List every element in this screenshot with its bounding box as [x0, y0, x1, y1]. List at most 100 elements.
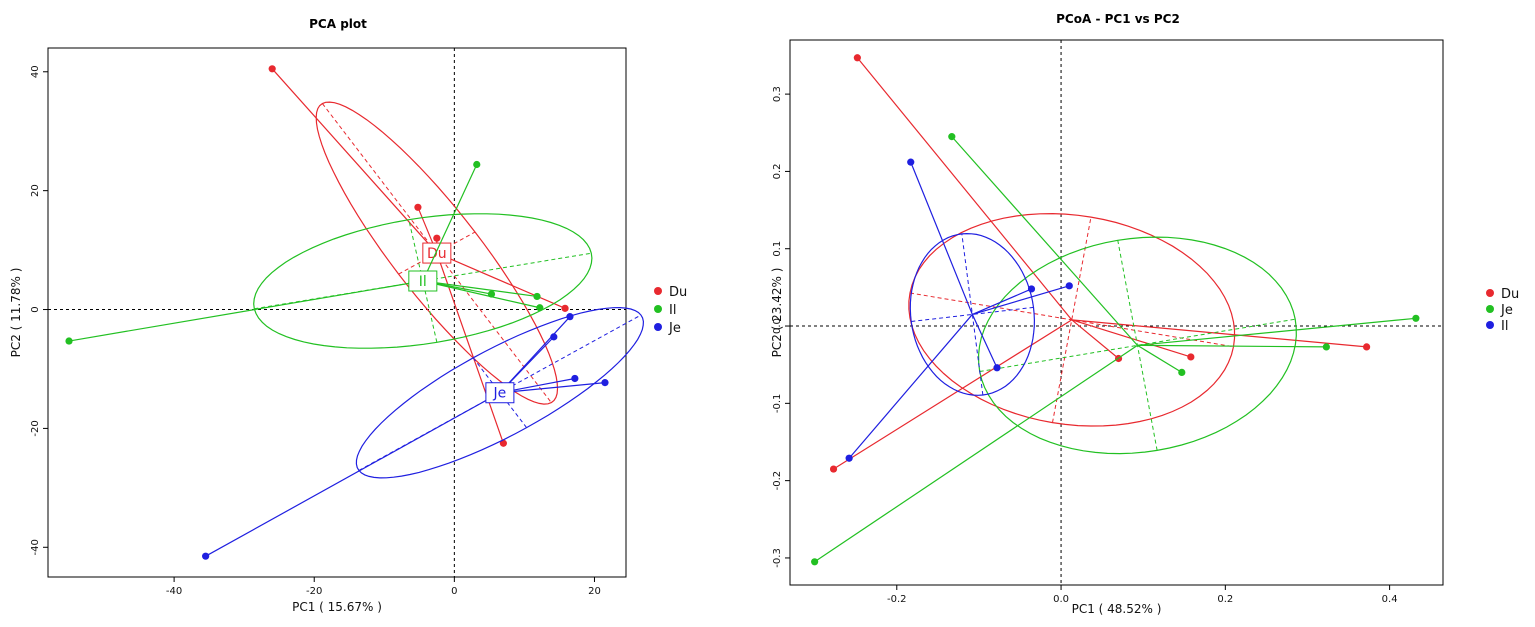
- series-du: Du: [268, 65, 569, 447]
- legend-label: Il: [669, 303, 676, 318]
- spoke-line: [972, 285, 1070, 316]
- x-axis-label: PC1 ( 48.52% ): [1072, 602, 1162, 616]
- spoke-line: [971, 314, 998, 369]
- legend-label: Du: [1501, 287, 1519, 302]
- confidence-ellipse: [253, 213, 593, 349]
- spoke-line: [499, 382, 606, 394]
- spoke-line: [910, 161, 973, 315]
- legend-marker: [1486, 289, 1494, 297]
- sample-point: [487, 290, 496, 298]
- y-tick-label: 0.2: [772, 163, 783, 179]
- spoke-line: [205, 392, 501, 557]
- spoke-line: [436, 252, 504, 444]
- series-je: Je: [202, 306, 645, 560]
- sample-point: [1412, 314, 1420, 322]
- legend-marker: [654, 323, 662, 331]
- plot-frame: [789, 39, 1444, 586]
- legend-label: Du: [669, 285, 687, 300]
- spoke-line: [1071, 319, 1367, 348]
- legend-marker: [654, 287, 662, 295]
- spoke-line: [499, 316, 571, 394]
- spoke-line: [972, 288, 1032, 315]
- x-tick-label: 0.2: [1217, 594, 1233, 605]
- chart-title: PCoA - PC1 vs PC2: [1056, 12, 1180, 26]
- spoke-line: [68, 280, 423, 342]
- centroid-label-box: [485, 382, 515, 404]
- spoke-line: [833, 319, 1073, 470]
- legend-marker: [1486, 305, 1494, 313]
- sample-point: [536, 304, 544, 312]
- centroid-label: Il: [419, 274, 427, 290]
- centroid-label: Je: [493, 386, 507, 402]
- spoke-line: [271, 68, 438, 254]
- series-je: [811, 133, 1420, 566]
- sample-point: [268, 65, 276, 73]
- sample-point: [845, 454, 853, 462]
- sample-point: [566, 313, 574, 321]
- y-axis-label: PC2 ( 23.42% ): [770, 268, 784, 358]
- pcoa-plot-panel: PCoA - PC1 vs PC2 -0.2 0.0 0.2 0.4 -0.3 -0.2 -0…: [770, 12, 1519, 616]
- x-tick-label: -0.2: [887, 594, 907, 605]
- sample-point: [601, 379, 609, 387]
- spoke-line: [436, 252, 566, 309]
- spoke-line: [1137, 317, 1416, 346]
- spoke-line: [422, 280, 540, 309]
- sample-point: [829, 465, 838, 473]
- sample-point: [1178, 368, 1186, 377]
- y-tick-label: 0.1: [772, 241, 783, 257]
- sample-point: [948, 133, 956, 141]
- y-tick-label: 40: [30, 65, 41, 78]
- centroid-label-box: [408, 270, 438, 292]
- sample-point: [811, 558, 819, 566]
- confidence-ellipse: [909, 232, 1036, 396]
- x-tick-label: 0.4: [1382, 594, 1398, 605]
- spoke-line: [856, 57, 1073, 321]
- series-du: [829, 54, 1371, 473]
- series-il: Il: [65, 160, 593, 349]
- sample-point: [533, 292, 541, 301]
- centroid-label-box: [422, 242, 452, 264]
- y-tick-label: -0.3: [772, 548, 783, 568]
- ellipse-axis-line: [961, 233, 984, 396]
- x-axis-label: PC1 ( 15.67% ): [292, 600, 382, 614]
- sample-point: [1322, 343, 1330, 351]
- spoke-line: [422, 280, 538, 298]
- sample-point: [414, 203, 422, 211]
- sample-point: [1065, 282, 1073, 290]
- sample-point: [433, 234, 441, 242]
- sample-point: [907, 158, 915, 166]
- pca-plot-panel: PCA plot -40 -20 0 20 -40 -20 0 20 40 PC1 ( 15.67%…: [9, 17, 687, 614]
- x-tick-label: 0: [451, 586, 457, 597]
- plot-frame: [47, 47, 627, 578]
- y-tick-label: 0.3: [772, 86, 783, 102]
- centroid-label: Du: [427, 246, 447, 262]
- y-tick-label: -0.1: [772, 394, 783, 414]
- y-tick-label: 20: [30, 184, 41, 197]
- y-tick-label: -40: [30, 539, 41, 555]
- spoke-line: [1137, 344, 1327, 348]
- y-axis-label: PC2 ( 11.78% ): [9, 268, 23, 358]
- sample-point: [561, 304, 569, 312]
- sample-point: [1027, 285, 1036, 293]
- sample-point: [993, 364, 1001, 372]
- x-tick-label: -40: [166, 586, 182, 597]
- spoke-line: [951, 136, 1138, 346]
- spoke-line: [1137, 344, 1183, 373]
- legend-label: Je: [1500, 303, 1513, 318]
- sample-point: [499, 439, 507, 447]
- sample-point: [473, 160, 481, 169]
- sample-point: [853, 54, 861, 62]
- sample-point: [1187, 353, 1195, 361]
- y-tick-label: -20: [30, 420, 41, 436]
- spoke-line: [422, 164, 478, 282]
- legend-label: Il: [1501, 319, 1508, 334]
- sample-point: [202, 552, 210, 560]
- y-tick-label: 0: [30, 306, 41, 312]
- series-il: [845, 158, 1073, 462]
- y-tick-label: 0.0: [772, 318, 783, 334]
- sample-point: [1363, 343, 1371, 351]
- sample-point: [65, 337, 73, 345]
- x-tick-label: -20: [306, 586, 322, 597]
- x-tick-label: 20: [588, 586, 601, 597]
